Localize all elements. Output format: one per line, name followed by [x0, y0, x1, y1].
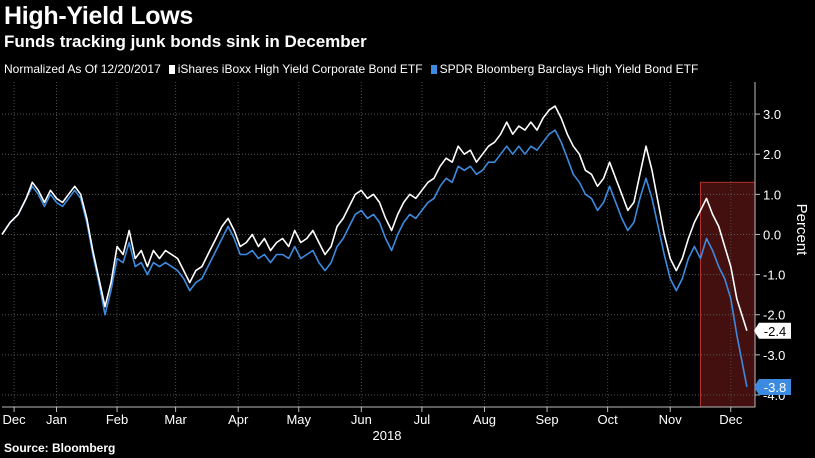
x-tick-label-8: Aug [473, 412, 496, 427]
x-tick-label-12: Dec [719, 412, 743, 427]
y-tick-label-0: 3.0 [763, 107, 781, 122]
y-axis-title: Percent [793, 204, 810, 257]
y-tick-label-4: -1.0 [763, 268, 785, 283]
legend-item-ishares: iShares iBoxx High Yield Corporate Bond … [168, 62, 423, 76]
x-tick-label-6: Jun [351, 412, 372, 427]
x-tick-label-5: May [286, 412, 311, 427]
chart-title: High-Yield Lows [4, 2, 194, 30]
series-line-ishares [1, 105, 748, 332]
y-tick-label-6: -3.0 [763, 348, 785, 363]
end-label-ishares: -2.4 [764, 324, 786, 339]
x-tick-label-9: Sep [535, 412, 558, 427]
legend-normalization-note: Normalized As Of 12/20/2017 [4, 62, 161, 76]
y-tick-label-5: -2.0 [763, 308, 785, 323]
y-tick-label-3: 0.0 [763, 227, 781, 242]
x-tick-label-3: Mar [164, 412, 187, 427]
x-year-label: 2018 [373, 428, 402, 443]
y-tick-label-1: 2.0 [763, 147, 781, 162]
end-label-spdr: -3.8 [764, 380, 786, 395]
x-tick-label-7: Jul [414, 412, 431, 427]
x-tick-label-10: Oct [598, 412, 619, 427]
series-line-spdr [1, 129, 748, 388]
legend-swatch-spdr [430, 64, 437, 74]
december-highlight-region [699, 181, 756, 408]
x-tick-label-0: Dec [3, 412, 27, 427]
end-label-box-ishares [754, 322, 791, 339]
x-tick-label-4: Apr [228, 412, 249, 427]
legend: Normalized As Of 12/20/2017 iShares iBox… [4, 62, 698, 76]
legend-label-spdr: SPDR Bloomberg Barclays High Yield Bond … [439, 62, 699, 76]
legend-item-spdr: SPDR Bloomberg Barclays High Yield Bond … [430, 62, 699, 76]
x-tick-label-11: Nov [659, 412, 683, 427]
x-tick-label-1: Jan [46, 412, 67, 427]
y-tick-label-2: 1.0 [763, 187, 781, 202]
legend-swatch-ishares [168, 64, 175, 74]
end-label-box-spdr [754, 378, 791, 395]
chart-subtitle: Funds tracking junk bonds sink in Decemb… [4, 32, 367, 51]
legend-label-ishares: iShares iBoxx High Yield Corporate Bond … [177, 62, 423, 76]
x-tick-label-2: Feb [106, 412, 128, 427]
source-note: Source: Bloomberg [4, 441, 116, 455]
